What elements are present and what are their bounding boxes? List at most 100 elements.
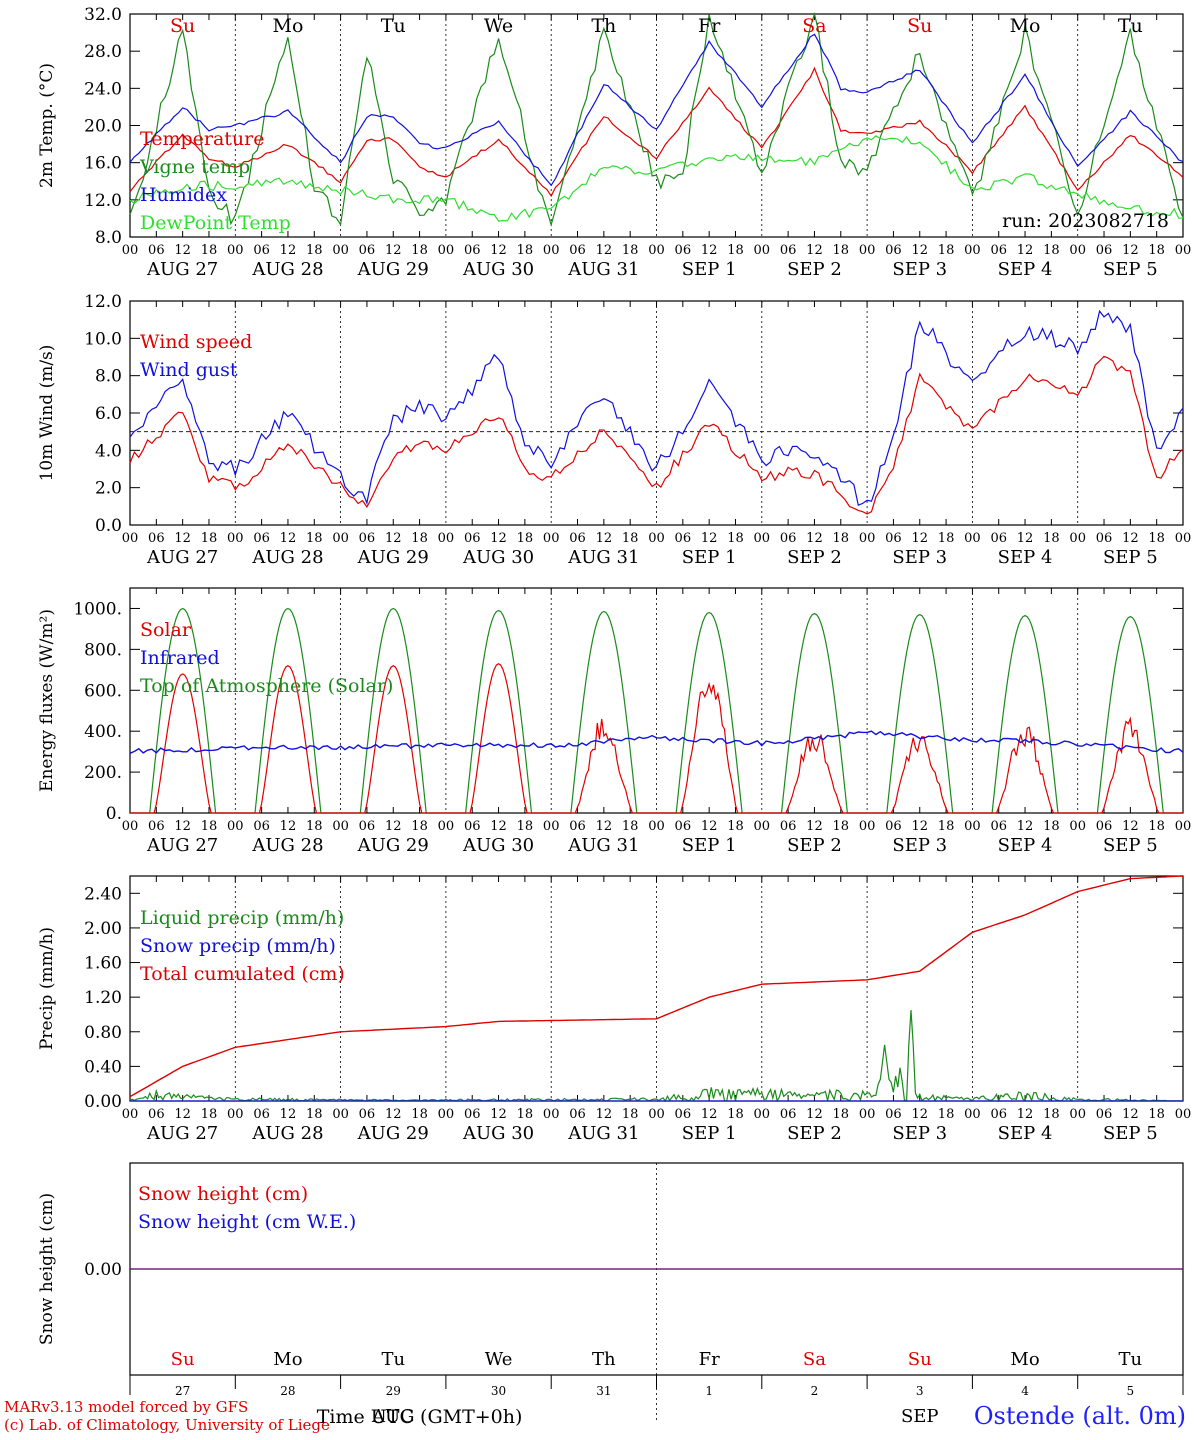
hour-tick-label: 18 — [517, 531, 534, 546]
hour-tick-label: 18 — [938, 531, 955, 546]
day-label: AUG 28 — [251, 1123, 323, 1144]
y-axis-label: Precip (mm/h) — [37, 927, 57, 1050]
hour-tick-label: 00 — [648, 819, 665, 834]
station-title: Ostende (alt. 0m) — [973, 1402, 1186, 1430]
hour-tick-label: 00 — [227, 819, 244, 834]
series-humidex — [129, 33, 1184, 187]
hour-tick-label: 06 — [464, 819, 481, 834]
y-tick-label: 6.0 — [95, 404, 122, 424]
day-label: AUG 29 — [357, 547, 429, 568]
y-tick-label: 0.00 — [84, 1260, 122, 1280]
hour-tick-label: 00 — [1069, 819, 1086, 834]
hour-tick-label: 18 — [622, 819, 639, 834]
legend-temperature: Temperature — [140, 128, 264, 150]
hour-tick-label: 06 — [1096, 1107, 1113, 1122]
hour-tick-label: 06 — [148, 1107, 165, 1122]
hour-tick-label: 00 — [122, 531, 139, 546]
hour-tick-label: 06 — [464, 243, 481, 258]
series-wind-speed — [129, 355, 1184, 515]
hour-tick-label: 12 — [1122, 243, 1139, 258]
series-total-cumulated — [129, 875, 1184, 1098]
y-tick-label: 2.40 — [84, 884, 122, 904]
hour-tick-label: 00 — [1175, 819, 1192, 834]
weekday-label: Su — [907, 15, 932, 37]
day-label: AUG 27 — [146, 1123, 218, 1144]
y-tick-label: 24.0 — [84, 79, 122, 99]
hour-tick-label: 06 — [780, 243, 797, 258]
y-axis-label: 10m Wind (m/s) — [37, 345, 57, 482]
hour-tick-label: 00 — [859, 243, 876, 258]
day-number: 29 — [386, 1384, 401, 1398]
hour-tick-label: 12 — [174, 1107, 191, 1122]
month-label-aug: AUG — [371, 1406, 415, 1427]
y-axis-label: 2m Temp. (°C) — [37, 63, 57, 188]
hour-tick-label: 06 — [148, 243, 165, 258]
weekday-label-bottom: Su — [171, 1349, 195, 1370]
hour-tick-label: 18 — [833, 531, 850, 546]
hour-tick-label: 12 — [1017, 819, 1034, 834]
hour-tick-label: 06 — [1096, 243, 1113, 258]
day-label: SEP 3 — [892, 547, 947, 568]
hour-tick-label: 12 — [174, 531, 191, 546]
hour-tick-label: 06 — [885, 243, 902, 258]
hour-tick-label: 18 — [622, 1107, 639, 1122]
hour-tick-label: 18 — [833, 243, 850, 258]
weekday-label-bottom: Tu — [381, 1349, 405, 1370]
legend-dewpoint-temp: DewPoint Temp — [140, 212, 291, 234]
weekday-label-bottom: Tu — [1119, 1349, 1143, 1370]
hour-tick-label: 06 — [359, 1107, 376, 1122]
hour-tick-label: 18 — [517, 1107, 534, 1122]
y-tick-label: 8.0 — [95, 367, 122, 387]
weekday-label: Tu — [1118, 15, 1143, 37]
day-label: AUG 29 — [357, 835, 429, 856]
month-label-sep: SEP — [901, 1406, 939, 1427]
weekday-label: Mo — [1010, 15, 1041, 37]
legend-total-cumulated-cm-: Total cumulated (cm) — [140, 963, 345, 985]
day-number: 2 — [811, 1384, 819, 1398]
hour-tick-label: 12 — [490, 531, 507, 546]
footer-credits: MARv3.13 model forced by GFS (c) Lab. of… — [4, 1398, 330, 1434]
hour-tick-label: 12 — [280, 1107, 297, 1122]
hour-tick-label: 12 — [911, 819, 928, 834]
day-number: 4 — [1021, 1384, 1029, 1398]
model-label: MARv3.13 model forced by GFS — [4, 1398, 249, 1416]
hour-tick-label: 06 — [569, 531, 586, 546]
hour-tick-label: 12 — [174, 243, 191, 258]
hour-tick-label: 18 — [201, 1107, 218, 1122]
hour-tick-label: 12 — [280, 531, 297, 546]
hour-tick-label: 12 — [596, 531, 613, 546]
hour-tick-label: 00 — [1069, 243, 1086, 258]
day-label: AUG 28 — [251, 547, 323, 568]
hour-tick-label: 06 — [885, 819, 902, 834]
y-tick-label: 32.0 — [84, 5, 122, 25]
hour-tick-label: 12 — [596, 819, 613, 834]
hour-tick-label: 00 — [543, 819, 560, 834]
weekday-label-bottom: Sa — [803, 1349, 826, 1370]
legend-top-of-atmosphere-solar-: Top of Atmosphere (Solar) — [140, 675, 393, 697]
day-label: SEP 1 — [682, 259, 737, 280]
hour-tick-label: 18 — [938, 243, 955, 258]
day-label: SEP 4 — [998, 1123, 1053, 1144]
y-tick-label: 0.80 — [84, 1023, 122, 1043]
hour-tick-label: 00 — [438, 819, 455, 834]
y-tick-label: 10.0 — [84, 329, 122, 349]
hour-tick-label: 06 — [569, 819, 586, 834]
hour-tick-label: 12 — [701, 243, 718, 258]
legend-liquid-precip-mm-h-: Liquid precip (mm/h) — [140, 907, 344, 929]
y-tick-label: 12.0 — [84, 292, 122, 312]
weekday-label-bottom: Mo — [273, 1349, 302, 1370]
weekday-label-bottom: Th — [592, 1349, 616, 1370]
hour-tick-label: 18 — [201, 819, 218, 834]
day-number: 3 — [916, 1384, 924, 1398]
day-label: SEP 4 — [998, 835, 1053, 856]
y-tick-label: 200. — [84, 763, 122, 783]
hour-tick-label: 00 — [332, 819, 349, 834]
day-label: AUG 27 — [146, 835, 218, 856]
day-label: AUG 27 — [146, 547, 218, 568]
series-infrared — [129, 730, 1184, 754]
day-label: SEP 4 — [998, 547, 1053, 568]
hour-tick-label: 00 — [1069, 531, 1086, 546]
hour-tick-label: 12 — [1017, 1107, 1034, 1122]
day-number: 28 — [280, 1384, 295, 1398]
